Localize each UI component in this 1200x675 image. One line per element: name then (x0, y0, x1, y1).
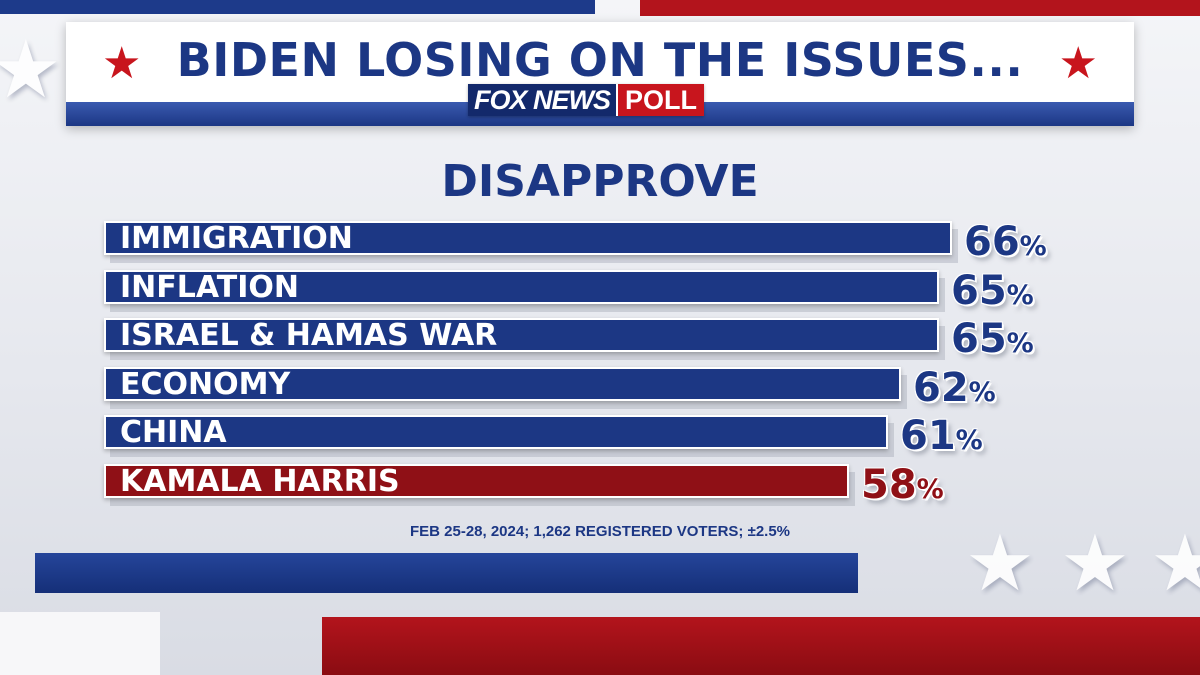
bar-value-label: 62% (913, 365, 996, 411)
bar: INFLATION (104, 269, 939, 305)
chart-title: DISAPPROVE (441, 156, 759, 207)
bar-category-label: KAMALA HARRIS (120, 463, 400, 499)
bar-value-number: 66 (964, 219, 1020, 265)
bar-value-label: 66% (964, 219, 1047, 265)
star-icon: ★ (965, 519, 1035, 609)
logo-poll: POLL (616, 84, 705, 116)
bar-value-number: 65 (951, 316, 1007, 362)
bar: CHINA (104, 414, 888, 450)
bar-value-label: 61% (900, 413, 983, 459)
red-star-icon: ★ (102, 38, 142, 89)
bar-value-suffix: % (968, 377, 996, 408)
bottom-white-block (0, 612, 160, 675)
bar-category-label: IMMIGRATION (120, 220, 353, 256)
bar-value-label: 58% (861, 462, 944, 508)
bar: IMMIGRATION (104, 220, 952, 256)
bar-value-number: 58 (861, 462, 917, 508)
bar-category-label: ISRAEL & HAMAS WAR (120, 317, 498, 353)
red-star-icon: ★ (1058, 38, 1098, 89)
bar-value-number: 62 (913, 365, 969, 411)
bar-value-number: 65 (951, 268, 1007, 314)
corner-star-icon: ★ (0, 23, 62, 116)
bar-value-label: 65% (951, 268, 1034, 314)
bar-category-label: CHINA (120, 414, 227, 450)
bar-category-label: ECONOMY (120, 366, 291, 402)
top-blue-stripe (0, 0, 595, 14)
bar: ECONOMY (104, 366, 901, 402)
star-icon: ★ (1060, 519, 1130, 609)
bar-category-label: INFLATION (120, 269, 300, 305)
bar-value-suffix: % (916, 474, 944, 505)
bar: KAMALA HARRIS (104, 463, 849, 499)
fox-news-poll-logo: FOX NEWS POLL (468, 84, 705, 116)
bar-value-suffix: % (1006, 328, 1034, 359)
bar-value-suffix: % (1019, 231, 1047, 262)
bottom-blue-stripe (35, 553, 858, 593)
star-icon: ★ (1150, 519, 1200, 609)
bar-value-number: 61 (900, 413, 956, 459)
bar-value-suffix: % (955, 425, 983, 456)
header-box: ★ ★ BIDEN LOSING ON THE ISSUES... FOX NE… (66, 22, 1134, 126)
page-title: BIDEN LOSING ON THE ISSUES... (176, 33, 1024, 87)
bar: ISRAEL & HAMAS WAR (104, 317, 939, 353)
bar-value-suffix: % (1006, 280, 1034, 311)
bottom-red-stripe (322, 617, 1200, 675)
bar-value-label: 65% (951, 316, 1034, 362)
footnote: FEB 25-28, 2024; 1,262 REGISTERED VOTERS… (409, 523, 791, 540)
top-red-stripe (640, 0, 1200, 16)
logo-brand: FOX NEWS (468, 84, 617, 116)
